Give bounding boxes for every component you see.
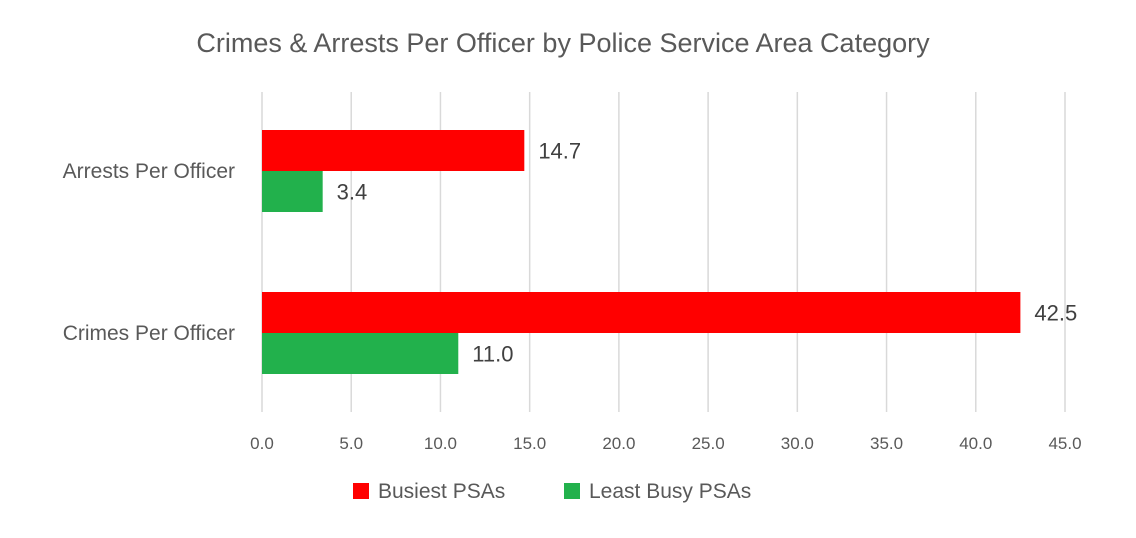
bar-busiest-0 [262, 130, 525, 171]
x-tick-label: 40.0 [959, 434, 992, 453]
bar-busiest-1 [262, 292, 1021, 333]
x-tick-label: 20.0 [602, 434, 635, 453]
data-label: 42.5 [1034, 301, 1077, 326]
legend-label: Busiest PSAs [378, 480, 505, 503]
category-labels: Arrests Per Officer Crimes Per Officer [63, 160, 235, 345]
bar-least-busy-1 [262, 333, 459, 374]
x-tick-label: 45.0 [1048, 434, 1081, 453]
legend-label: Least Busy PSAs [589, 480, 751, 503]
category-label: Crimes Per Officer [63, 322, 235, 345]
chart-title: Crimes & Arrests Per Officer by Police S… [196, 28, 930, 58]
data-label: 11.0 [472, 342, 513, 367]
x-tick-label: 10.0 [424, 434, 457, 453]
legend: Busiest PSAs Least Busy PSAs [353, 480, 751, 503]
data-labels: 14.7 3.4 42.5 11.0 [337, 139, 1078, 367]
x-tick-label: 5.0 [339, 434, 363, 453]
x-tick-label: 0.0 [250, 434, 274, 453]
x-tick-label: 15.0 [513, 434, 546, 453]
category-label: Arrests Per Officer [63, 160, 235, 183]
x-tick-label: 35.0 [870, 434, 903, 453]
data-label: 3.4 [337, 180, 368, 205]
legend-swatch-busiest [353, 483, 369, 499]
data-label: 14.7 [538, 139, 581, 164]
bar-least-busy-0 [262, 171, 323, 212]
legend-swatch-least-busy [564, 483, 580, 499]
x-axis-tick-labels: 0.0 5.0 10.0 15.0 20.0 25.0 30.0 35.0 40.0 45.0 [250, 434, 1081, 453]
x-tick-label: 30.0 [781, 434, 814, 453]
bars [262, 130, 1021, 374]
x-tick-label: 25.0 [692, 434, 725, 453]
